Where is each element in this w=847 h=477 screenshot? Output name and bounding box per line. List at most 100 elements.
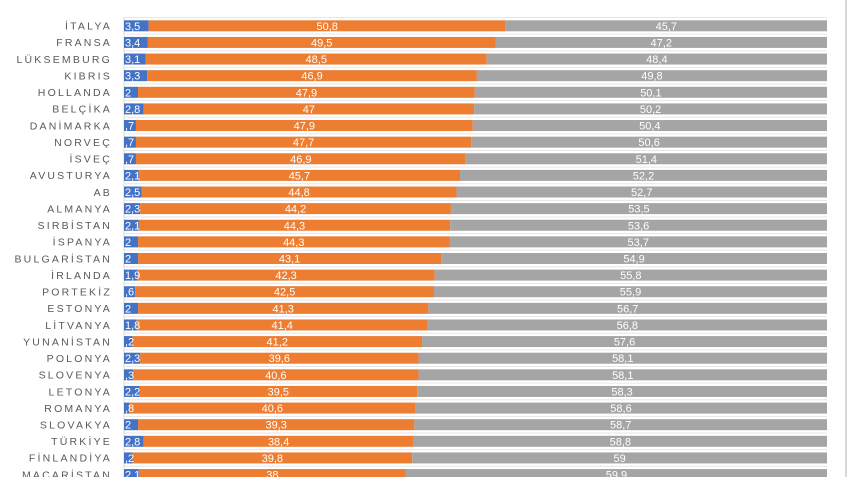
bar-series-1 <box>124 36 148 48</box>
bar-series-2 <box>137 269 435 281</box>
data-label-series-3: 49,8 <box>641 71 662 83</box>
bar-series-1 <box>124 70 148 82</box>
data-label-series-1: ,2 <box>125 337 134 349</box>
data-label-series-3: 53,7 <box>628 237 649 249</box>
bar-series-2 <box>138 419 415 431</box>
data-label-series-1: 2,3 <box>125 204 140 216</box>
bar-series-2 <box>138 469 406 477</box>
bar-series-1 <box>124 269 138 281</box>
bar-series-1 <box>124 419 139 431</box>
bar-series-2 <box>140 203 451 215</box>
category-label: DANİMARKA <box>30 119 112 132</box>
category-label: FİNLANDİYA <box>29 452 112 465</box>
bar-series-2 <box>138 302 429 314</box>
category-label: ALMANYA <box>47 203 112 215</box>
bar-series-3 <box>427 319 827 331</box>
data-label-series-1: 1,9 <box>125 270 140 282</box>
data-label-series-2: 47,7 <box>293 137 314 149</box>
data-label-series-1: 3,4 <box>125 37 140 49</box>
bar-series-3 <box>415 402 827 414</box>
data-label-series-1: 2 <box>125 237 131 249</box>
data-label-series-1: 2,3 <box>125 353 140 365</box>
bar-series-3 <box>450 203 827 215</box>
bar-series-3 <box>456 186 827 198</box>
bar-series-1 <box>124 186 142 198</box>
data-label-series-1: ,8 <box>125 403 134 415</box>
bar-series-2 <box>138 219 451 231</box>
data-label-series-3: 58,1 <box>612 370 633 382</box>
data-label-series-2: 38,4 <box>268 436 289 448</box>
bar-series-1 <box>124 120 136 132</box>
bar-series-3 <box>460 169 827 181</box>
data-label-series-1: 2 <box>125 420 131 432</box>
bar-series-3 <box>417 385 827 397</box>
bar-series-3 <box>413 435 827 447</box>
data-label-series-2: 46,9 <box>301 71 322 83</box>
bar-series-2 <box>138 169 461 181</box>
data-label-series-2: 42,3 <box>275 270 296 282</box>
category-label: FRANSA <box>56 37 112 49</box>
category-label: LÜKSEMBURG <box>16 54 112 66</box>
bar-series-3 <box>434 269 827 281</box>
category-label: ESTONYA <box>47 303 112 315</box>
data-label-series-3: 55,8 <box>620 270 641 282</box>
data-label-series-2: 41,4 <box>271 320 292 332</box>
bar-series-3 <box>418 369 827 381</box>
bar-series-1 <box>124 86 139 98</box>
data-label-series-3: 50,2 <box>640 104 661 116</box>
data-label-series-3: 56,8 <box>617 320 638 332</box>
bar-series-3 <box>505 20 827 32</box>
data-label-series-2: 39,6 <box>269 353 290 365</box>
data-label-series-1: ,7 <box>125 137 134 149</box>
data-label-series-2: 44,2 <box>285 204 306 216</box>
bar-series-3 <box>441 252 827 264</box>
data-label-series-2: 43,1 <box>279 253 300 265</box>
bar-series-2 <box>148 20 506 32</box>
bar-series-2 <box>145 53 487 65</box>
bar-series-1 <box>124 219 139 231</box>
category-label: BELÇİKA <box>52 103 112 116</box>
data-label-series-1: 2,8 <box>125 104 140 116</box>
data-label-series-3: 50,4 <box>639 121 660 133</box>
data-label-series-3: 55,9 <box>620 287 641 299</box>
bar-series-2 <box>138 86 475 98</box>
data-label-series-2: 39,3 <box>265 420 286 432</box>
bar-series-1 <box>124 402 130 414</box>
data-label-series-2: 44,3 <box>284 220 305 232</box>
bar-series-1 <box>124 352 141 364</box>
bar-series-1 <box>124 319 137 331</box>
data-label-series-1: 2,5 <box>125 187 140 199</box>
data-label-series-2: 40,6 <box>262 403 283 415</box>
bar-series-2 <box>135 286 435 298</box>
data-label-series-2: 42,5 <box>274 287 295 299</box>
bar-series-2 <box>132 452 413 464</box>
category-label: AVUSTURYA <box>30 170 112 182</box>
bar-series-3 <box>428 302 827 314</box>
data-label-series-3: 58,7 <box>610 420 631 432</box>
data-label-series-2: 44,8 <box>288 187 309 199</box>
bar-series-1 <box>124 435 144 447</box>
bar-series-1 <box>124 53 146 65</box>
data-label-series-2: 48,5 <box>306 54 327 66</box>
bar-series-2 <box>138 252 442 264</box>
bar-series-2 <box>138 236 450 248</box>
bar-series-3 <box>422 336 827 348</box>
bar-series-2 <box>143 435 414 447</box>
category-label: KIBRIS <box>64 70 112 82</box>
category-label: SLOVAKYA <box>40 419 112 431</box>
data-label-series-1: 3,1 <box>125 54 140 66</box>
bar-series-2 <box>136 319 428 331</box>
data-label-series-3: 54,9 <box>623 253 644 265</box>
data-label-series-3: 58,1 <box>612 353 633 365</box>
category-label: NORVEÇ <box>54 137 112 149</box>
gridlines <box>123 17 827 477</box>
data-label-series-3: 59,9 <box>606 470 627 477</box>
category-label: POLONYA <box>47 353 112 365</box>
bar-series-1 <box>124 286 136 298</box>
category-labels: İTALYA FRANSA LÜKSEMBURG KIBRIS HOLLANDA BELÇ… <box>14 20 112 477</box>
bar-series-1 <box>124 169 139 181</box>
category-label: TÜRKİYE <box>51 435 112 448</box>
data-label-series-1: ,3 <box>125 370 134 382</box>
data-label-series-1: 2 <box>125 87 131 99</box>
data-label-series-3: 58,8 <box>610 436 631 448</box>
